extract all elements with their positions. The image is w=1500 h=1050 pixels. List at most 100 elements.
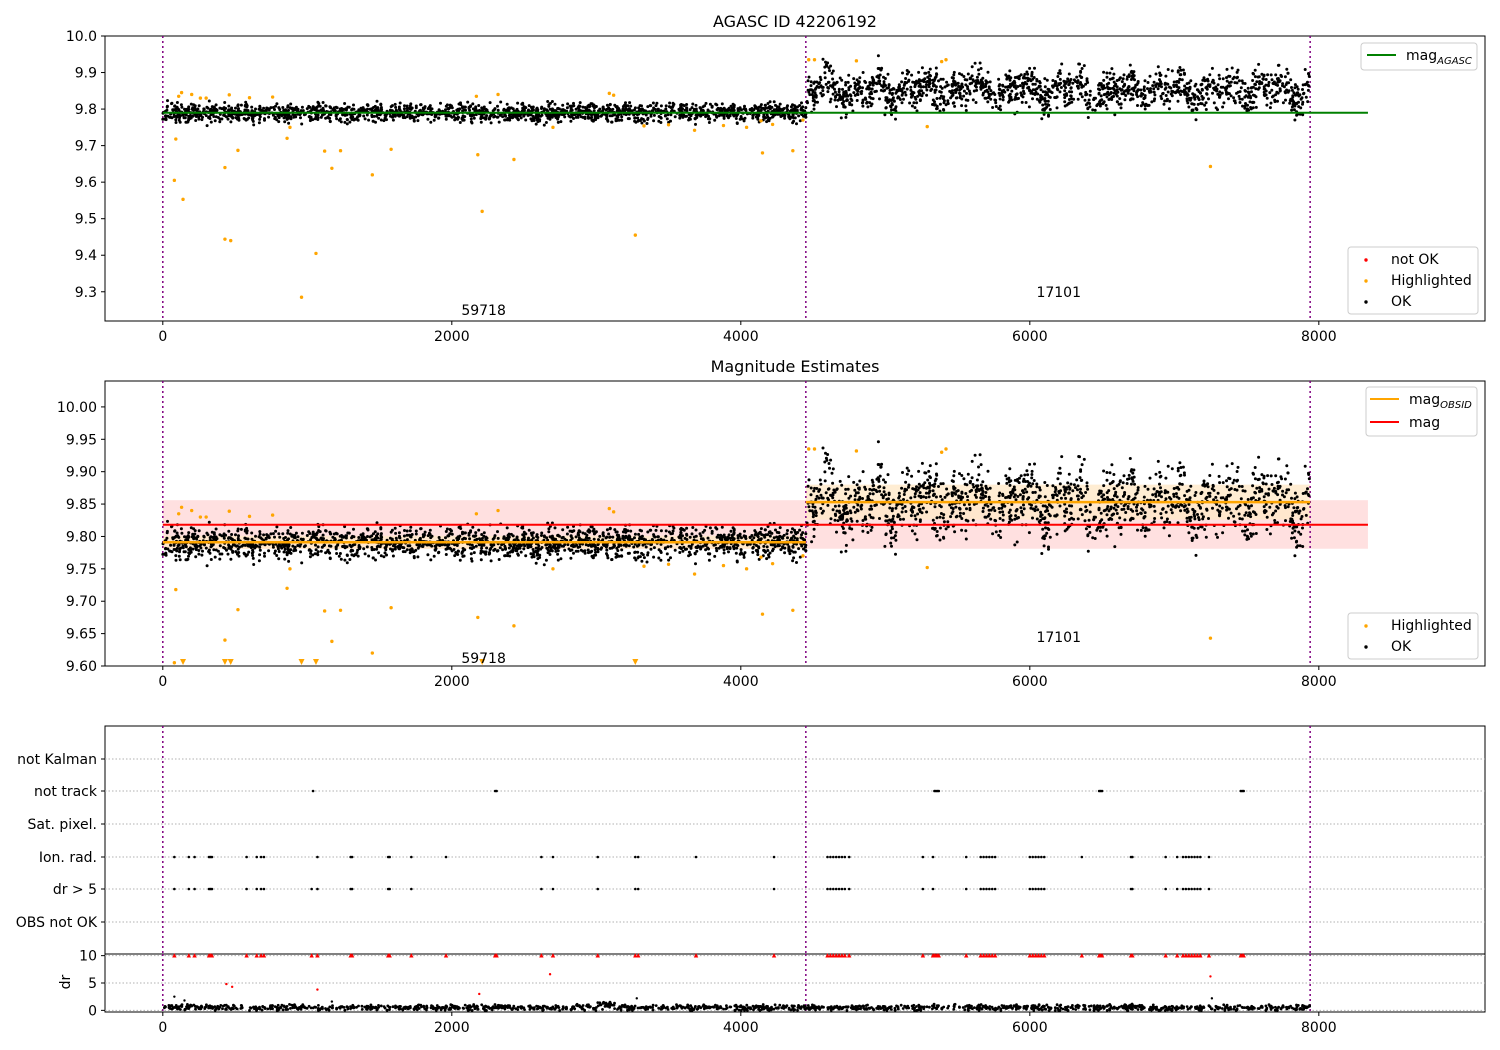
ok-point [1183,92,1187,96]
ok-point [315,105,319,109]
ok-point [919,85,923,89]
ok-point [572,551,575,555]
ok-point [450,532,454,536]
ok-point [759,527,763,531]
ok-point [834,95,838,99]
ok-point [1200,88,1204,92]
ok-point [419,103,423,107]
ok-point [1307,84,1311,88]
ok-point [1033,66,1036,70]
ok-point [379,102,383,106]
ok-point [757,545,760,549]
ok-point [1082,64,1086,68]
ok-point [743,551,747,555]
ok-point [189,550,193,554]
ok-point [729,529,733,533]
ok-point [997,77,1001,81]
ok-point [1021,81,1024,85]
ok-point [713,554,717,558]
ok-point [208,536,212,540]
ok-point [644,113,648,117]
ok-point [456,115,460,119]
ok-point [713,118,717,122]
ok-point [1224,88,1228,92]
x-tick-label: 6000 [1012,329,1048,345]
ok-point [269,532,273,536]
ok-point [650,109,654,113]
ok-point [751,550,755,554]
ok-point [1025,82,1029,86]
ok-point [287,108,290,112]
ok-point [464,537,467,541]
ok-point [882,80,886,84]
highlighted-point [176,94,181,98]
ok-point [1284,91,1287,95]
ok-point [659,115,663,119]
ok-point [939,90,943,94]
ok-point [1192,102,1196,106]
ok-point [1076,79,1080,83]
ok-point [879,68,883,72]
ok-point [350,536,354,540]
ok-point [633,536,636,540]
ok-point [620,118,623,122]
highlighted-point [744,125,749,130]
ok-point [376,108,380,112]
ok-point [1307,72,1310,75]
highlighted-point [227,93,231,97]
ok-point [572,101,575,105]
ok-point [644,545,648,549]
ok-point [321,101,325,104]
ok-point [493,114,497,118]
ok-point [1079,69,1083,73]
highlighted-point [925,124,929,129]
ok-point [850,99,854,102]
ok-point [1295,91,1299,95]
ok-point [257,121,261,125]
ok-point [405,109,409,113]
ok-point [998,97,1002,101]
ok-point [652,119,656,123]
ok-point [293,107,297,111]
ok-point [480,537,484,540]
ok-point [518,546,522,550]
ok-point [345,118,349,122]
ok-point [1212,101,1216,105]
ok-point [649,104,653,108]
ok-point [912,101,916,105]
ok-point [778,102,782,106]
ok-point [1179,73,1183,77]
ok-point [984,80,988,84]
ok-point [206,106,210,110]
estimates-panel-title: Magnitude Estimates [711,357,880,376]
ok-point [409,525,413,529]
ok-point [1005,77,1009,81]
ok-point [915,101,919,105]
ok-point [791,121,795,125]
ok-point [1202,76,1206,80]
ok-point [1054,80,1057,83]
ok-point [1100,85,1104,89]
ok-point [966,72,970,76]
ok-point [1156,65,1160,69]
ok-point [605,528,609,532]
ok-point [251,550,255,554]
ok-point [828,100,832,104]
ok-point [1237,94,1241,98]
ok-point [251,556,255,560]
ok-point [659,549,663,553]
ok-point [1088,105,1092,109]
ok-point [488,101,492,105]
ok-point [1058,69,1062,73]
ok-point [687,116,691,120]
ok-point [1204,108,1208,111]
ok-point [685,103,689,106]
ok-point [579,109,583,113]
ok-point [768,534,772,538]
ok-point [986,96,990,100]
highlighted-point [223,237,227,241]
ok-point [1232,99,1236,103]
ok-point [1208,73,1212,77]
ok-point [286,529,290,533]
ok-point [216,549,220,553]
